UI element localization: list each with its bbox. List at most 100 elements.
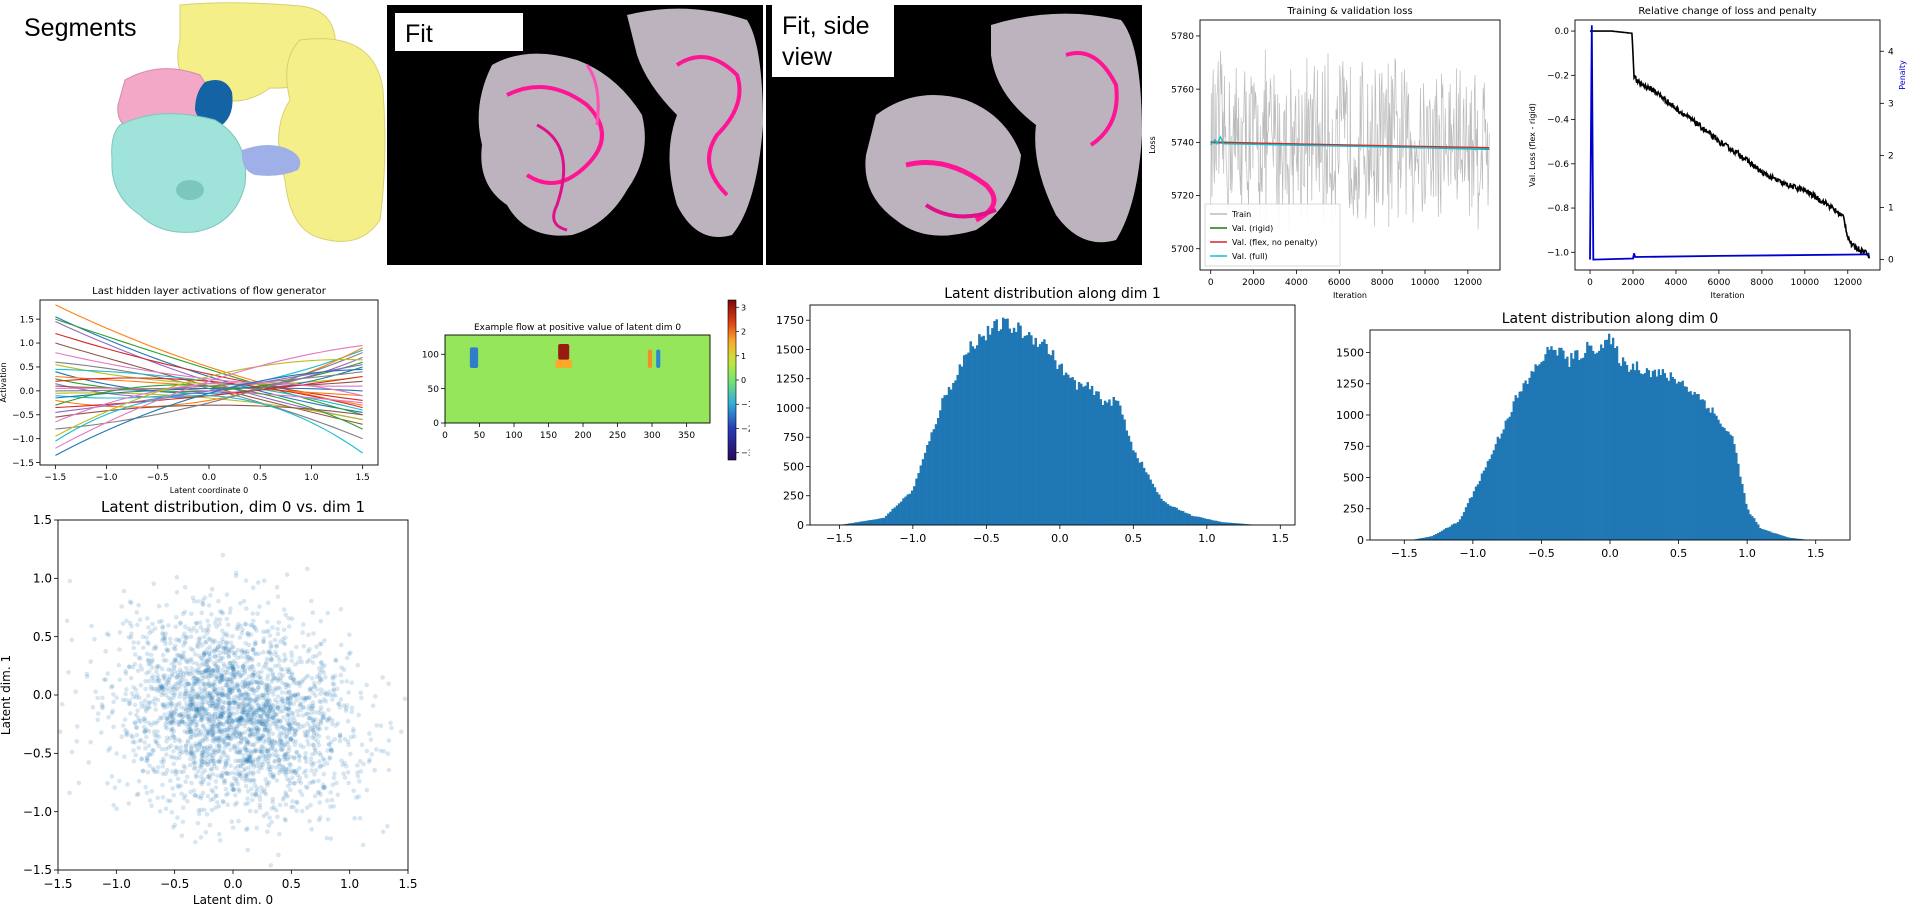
hist-bar (1663, 373, 1666, 540)
scatter-point (109, 684, 114, 690)
scatter-point (187, 723, 193, 728)
hist-bar (1225, 522, 1228, 525)
scatter-point (339, 679, 345, 685)
scatter-point (201, 745, 207, 751)
hist-bar (1244, 524, 1248, 525)
scatter-point (268, 705, 274, 710)
scatter-point (137, 738, 142, 744)
scatter-point (160, 625, 165, 631)
axes-group: −1.5 −1.0 −0.5 0.0 0.5 1.0 1.5−1.5−1.0−0.50.00… (0, 498, 418, 907)
scatter-point (234, 710, 240, 715)
y-tick-label: −1.0 (1547, 248, 1569, 258)
scatter-point (238, 747, 244, 753)
scatter-point (226, 694, 231, 700)
scatter-point (216, 739, 221, 744)
scatter-point (225, 633, 230, 639)
scatter-point (216, 644, 221, 649)
scatter-point (170, 716, 176, 722)
scatter-point (183, 665, 189, 671)
scatter-point (215, 669, 221, 674)
scatter-point (136, 745, 141, 751)
scatter-point (206, 711, 212, 717)
scatter-point (317, 726, 323, 732)
y-tick-label: 1000 (776, 402, 804, 415)
scatter-point (216, 721, 221, 727)
scatter-point (219, 692, 225, 697)
scatter-point (267, 710, 273, 716)
scatter-point (200, 753, 205, 758)
scatter-point (278, 738, 283, 743)
scatter-point (225, 676, 230, 682)
scatter-point (210, 668, 216, 673)
axes-group: 0 2000 4000 6000 8000 10000 120000.0−0.2−0.4−0… (1528, 6, 1862, 300)
scatter-point (298, 743, 303, 748)
scatter-point (348, 735, 354, 740)
scatter-point (241, 684, 247, 689)
hist-bar (1227, 522, 1230, 525)
scatter-point (301, 622, 306, 627)
x-tick-label: −1.0 (900, 532, 927, 545)
scatter-point (242, 729, 248, 735)
scatter-point (248, 729, 254, 734)
hist-bar (1777, 534, 1780, 540)
scatter-point (230, 783, 236, 788)
scatter-point (233, 661, 239, 666)
scatter-point (327, 742, 332, 748)
scatter-point (357, 816, 363, 821)
scatter-point (160, 630, 165, 636)
scatter-point (273, 663, 278, 669)
scatter-point (251, 717, 256, 723)
hist-bar (1415, 539, 1418, 540)
fit-label: Fit (395, 13, 523, 51)
hist-bar (880, 518, 884, 525)
scatter-point (165, 685, 170, 690)
scatter-point (189, 693, 194, 698)
scatter-point (238, 715, 243, 720)
scatter-point (179, 718, 185, 724)
scatter-point (233, 699, 239, 704)
scatter-point (237, 772, 242, 778)
scatter-point (234, 750, 239, 755)
scatter-point (288, 736, 294, 742)
scatter-point (370, 703, 376, 709)
scatter-point (257, 705, 263, 711)
scatter-point (240, 679, 245, 685)
scatter-point (328, 804, 333, 809)
scatter-point (185, 714, 190, 720)
scatter-point (305, 673, 311, 678)
scatter-point (202, 669, 208, 675)
scatter-point (211, 761, 217, 766)
scatter-point (270, 707, 276, 712)
scatter-point (188, 729, 193, 735)
scatter-point (235, 683, 240, 689)
scatter-point (199, 750, 205, 756)
scatter-point (309, 760, 314, 765)
scatter-point (146, 641, 151, 646)
hist-bar (1536, 365, 1539, 540)
scatter-point (193, 839, 198, 845)
scatter-point (263, 699, 269, 705)
scatter-point (197, 732, 202, 738)
scatter-point (236, 706, 241, 711)
scatter-point (192, 754, 197, 759)
hist-bar (1552, 349, 1555, 540)
hist-bar (1145, 472, 1148, 525)
scatter-point (235, 687, 241, 692)
x-tick-label: 12000 (1833, 278, 1862, 288)
segment-yellow-right (278, 38, 386, 242)
scatter-point (292, 662, 298, 667)
scatter-point (276, 852, 281, 858)
scatter-point (292, 756, 297, 761)
scatter-point (240, 667, 245, 673)
scatter-point (196, 681, 201, 686)
hist-bar (1788, 537, 1792, 540)
scatter-point (271, 708, 276, 713)
scatter-point (183, 779, 188, 784)
scatter-point (259, 713, 264, 719)
hist-bar (1556, 355, 1559, 540)
scatter-point (194, 695, 200, 701)
scatter-point (166, 680, 172, 686)
scatter-point (231, 700, 236, 705)
scatter-point (312, 724, 318, 730)
scatter-point (287, 722, 292, 728)
